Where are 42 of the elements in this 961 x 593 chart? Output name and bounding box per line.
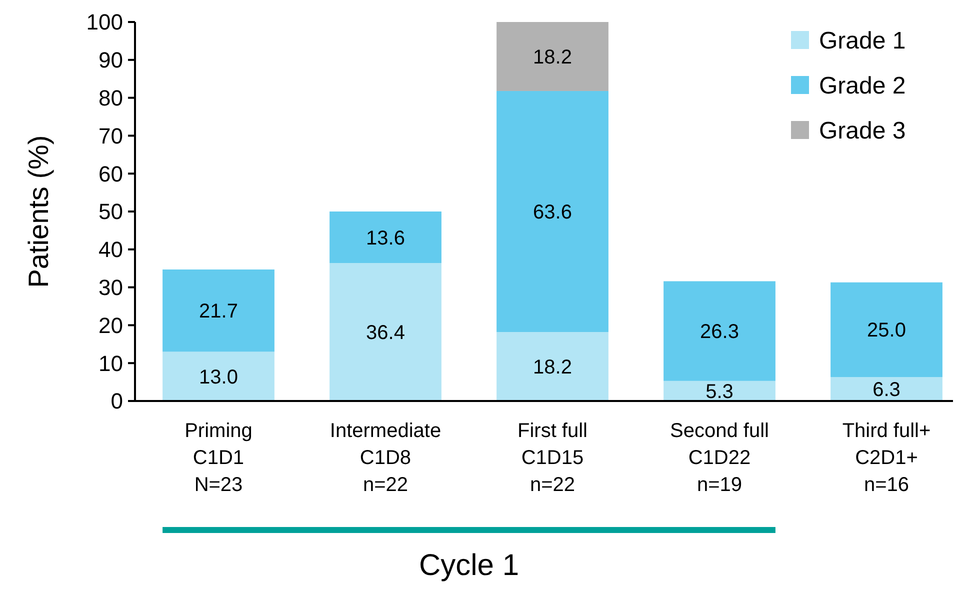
data-label: 6.3 xyxy=(872,379,900,402)
y-tick-label: 20 xyxy=(98,312,123,338)
bar xyxy=(162,352,274,401)
y-tick-label: 40 xyxy=(98,237,123,262)
data-label: 63.6 xyxy=(533,202,572,224)
bar xyxy=(496,332,608,401)
y-tick-label: 60 xyxy=(98,161,123,186)
x-tick-label: Priming C1D1 N=23 xyxy=(184,420,252,496)
data-label: 36.4 xyxy=(366,322,405,344)
legend-label: Grade 2 xyxy=(819,72,906,100)
x-tick-label: Intermediate C1D8 n=22 xyxy=(330,420,442,496)
bar xyxy=(330,212,442,264)
y-tick-label: 0 xyxy=(110,388,123,414)
bar xyxy=(496,22,608,91)
data-label: 18.2 xyxy=(533,46,572,68)
x-tick-label: First full C1D15 n=22 xyxy=(518,420,588,496)
bar xyxy=(830,377,942,401)
data-label: 13.6 xyxy=(366,227,405,250)
y-tick-label: 70 xyxy=(98,123,123,148)
x-tick-label: Second full C1D22 n=19 xyxy=(670,420,769,496)
y-axis-title: Patients (%) xyxy=(23,135,54,288)
y-tick-label: 90 xyxy=(98,48,123,73)
data-label: 26.3 xyxy=(700,321,739,344)
data-label: 25.0 xyxy=(867,320,906,342)
bar xyxy=(664,281,776,381)
legend-label: Grade 3 xyxy=(819,117,906,144)
x-tick-label: Third full+ C2D1+ n=16 xyxy=(842,420,931,496)
data-label: 21.7 xyxy=(199,300,238,323)
data-label: 5.3 xyxy=(706,380,734,403)
bar xyxy=(330,263,442,401)
y-tick-label: 50 xyxy=(98,199,123,224)
y-tick-label: 80 xyxy=(98,86,123,110)
data-label: 18.2 xyxy=(533,356,572,379)
y-tick-label: 10 xyxy=(98,350,123,376)
y-tick-label: 100 xyxy=(86,10,123,35)
bar xyxy=(496,90,608,332)
y-tick-label: 30 xyxy=(98,275,123,300)
text: Cycle 1 xyxy=(418,549,520,582)
bar xyxy=(830,282,942,378)
data-label: 13.0 xyxy=(199,366,238,388)
bar xyxy=(162,269,274,352)
legend-label: Grade 1 xyxy=(819,27,906,54)
